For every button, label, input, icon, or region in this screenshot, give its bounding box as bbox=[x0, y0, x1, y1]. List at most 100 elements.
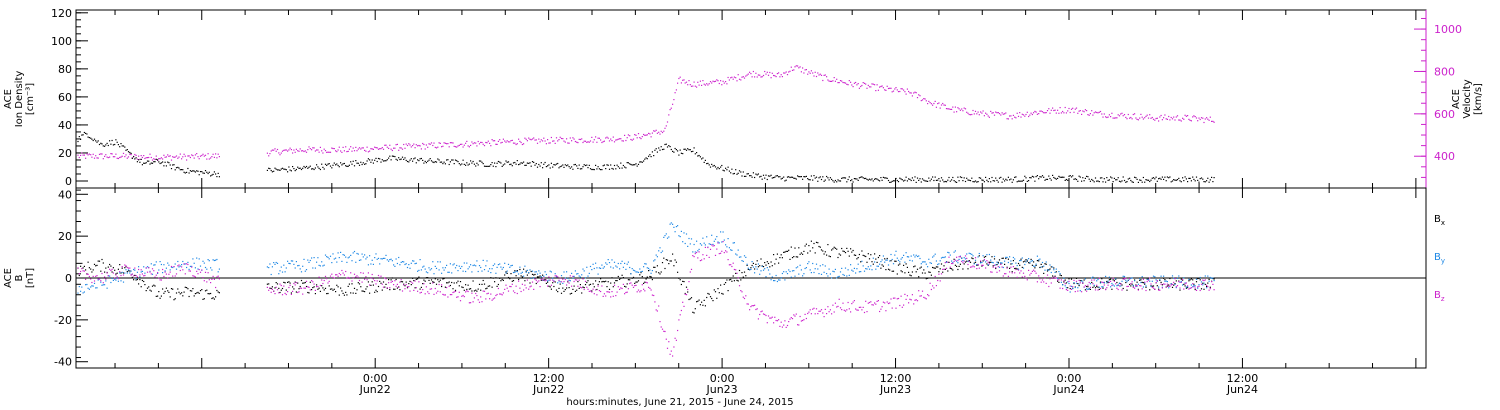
density-series-point bbox=[928, 177, 930, 179]
field-series-bz-point bbox=[125, 265, 127, 267]
field-series-bx-point bbox=[632, 276, 635, 278]
field-series-bx-point bbox=[489, 285, 491, 287]
field-series-by-point bbox=[749, 269, 751, 271]
velocity-series-point bbox=[991, 112, 993, 114]
field-series-bz-point bbox=[799, 315, 801, 318]
velocity-series-point bbox=[351, 150, 353, 152]
velocity-series-point bbox=[908, 90, 910, 93]
density-series-point bbox=[1102, 181, 1104, 183]
field-series-by-point bbox=[697, 250, 699, 252]
velocity-series-point bbox=[764, 70, 766, 73]
density-series-point bbox=[879, 180, 881, 182]
field-series-bz-point bbox=[1155, 282, 1157, 284]
density-series-point bbox=[164, 161, 166, 163]
field-series-by-point bbox=[867, 266, 869, 268]
field-series-by-point bbox=[914, 256, 916, 258]
density-series-point bbox=[400, 158, 402, 160]
field-series-bz-point bbox=[1139, 285, 1141, 287]
density-series-point bbox=[528, 162, 530, 164]
density-series-point bbox=[524, 164, 526, 166]
density-series-point bbox=[80, 138, 82, 140]
density-series-point bbox=[1024, 175, 1026, 177]
field-series-bz-point bbox=[703, 258, 705, 260]
field-series-by-point bbox=[1188, 278, 1190, 280]
field-series-bx-point bbox=[160, 295, 162, 297]
field-series-by-point bbox=[948, 252, 950, 254]
field-series-bz-point bbox=[82, 270, 84, 272]
field-series-bx-point bbox=[658, 272, 660, 274]
density-series-point bbox=[769, 175, 771, 177]
field-series-by-point bbox=[377, 257, 380, 259]
field-series-bz-point bbox=[583, 288, 585, 291]
field-series-bx-point bbox=[757, 266, 759, 268]
field-series-by-point bbox=[1053, 269, 1055, 271]
velocity-series-point bbox=[812, 72, 814, 74]
field-series-by-point bbox=[903, 254, 905, 256]
density-series-point bbox=[489, 165, 491, 167]
density-series-point bbox=[343, 162, 345, 165]
field-series-bx-point bbox=[640, 272, 642, 274]
density-series-point bbox=[659, 149, 661, 151]
field-series-by-point bbox=[364, 254, 366, 256]
density-series-point bbox=[776, 175, 778, 177]
velocity-series-point bbox=[207, 153, 209, 155]
field-series-bz-point bbox=[1178, 281, 1180, 283]
density-series-point bbox=[281, 167, 284, 169]
field-series-bx-point bbox=[997, 261, 999, 263]
velocity-series-point bbox=[453, 145, 455, 147]
velocity-series-point bbox=[901, 88, 903, 90]
field-series-by-point bbox=[795, 267, 797, 269]
field-series-bz-point bbox=[909, 298, 911, 300]
density-series-point bbox=[646, 158, 648, 160]
field-series-by-point bbox=[489, 268, 491, 270]
density-series-point bbox=[432, 161, 434, 163]
field-series-bz-point bbox=[300, 287, 303, 289]
field-series-bz-point bbox=[293, 282, 295, 285]
density-series-point bbox=[732, 173, 734, 175]
field-series-by-point bbox=[568, 279, 570, 281]
velocity-series-point bbox=[862, 82, 864, 84]
field-series-bx-point bbox=[502, 279, 504, 281]
velocity-series-point bbox=[789, 70, 791, 72]
field-series-by-point bbox=[322, 265, 324, 267]
field-series-bz-point bbox=[270, 291, 272, 293]
field-series-bx-point bbox=[545, 282, 547, 284]
field-series-bx-point bbox=[463, 289, 465, 291]
field-series-bz-point bbox=[870, 301, 872, 303]
field-series-bz-point bbox=[1078, 279, 1080, 281]
density-series-point bbox=[345, 165, 347, 167]
field-series-by-point bbox=[129, 272, 131, 274]
field-series-bx-point bbox=[650, 276, 652, 278]
field-series-bx-point bbox=[949, 267, 951, 269]
field-series-bz-point bbox=[852, 301, 854, 303]
density-series-point bbox=[564, 164, 566, 166]
density-series-point bbox=[932, 176, 934, 178]
field-series-by-point bbox=[813, 271, 815, 274]
density-series-point bbox=[1075, 178, 1078, 181]
density-series-point bbox=[536, 166, 539, 168]
density-series-point bbox=[844, 177, 847, 179]
field-series-by-point bbox=[666, 237, 669, 239]
velocity-series-point bbox=[1211, 120, 1213, 122]
velocity-series-point bbox=[1039, 110, 1041, 112]
density-series-point bbox=[884, 177, 886, 179]
density-series-point bbox=[810, 175, 812, 177]
x-tick-label: 0:00 bbox=[363, 372, 388, 385]
field-series-bx-point bbox=[391, 277, 393, 279]
density-series-point bbox=[1122, 176, 1124, 178]
velocity-series-point bbox=[497, 140, 499, 142]
velocity-series-point bbox=[476, 145, 478, 147]
field-series-bz-point bbox=[352, 277, 354, 279]
density-series-point bbox=[757, 173, 759, 175]
field-series-bx-point bbox=[175, 292, 178, 294]
field-series-bx-point bbox=[892, 270, 895, 272]
velocity-series-point bbox=[630, 138, 632, 141]
field-series-by-point bbox=[694, 251, 696, 253]
field-series-bx-point bbox=[1001, 257, 1003, 259]
velocity-series-point bbox=[586, 141, 588, 143]
field-series-by-point bbox=[326, 256, 328, 258]
field-series-bz-point bbox=[1113, 280, 1115, 282]
field-series-bx-point bbox=[198, 292, 200, 294]
field-series-bx-point bbox=[472, 280, 474, 282]
field-series-bx-point bbox=[670, 260, 672, 262]
